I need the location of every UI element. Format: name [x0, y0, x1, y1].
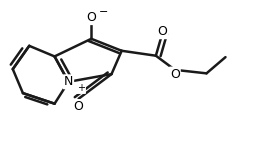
Text: O: O: [74, 100, 83, 113]
Text: O: O: [170, 68, 180, 81]
Text: O: O: [86, 11, 96, 24]
Text: −: −: [99, 7, 109, 17]
Text: N: N: [64, 75, 73, 88]
Text: +: +: [77, 83, 85, 93]
Text: O: O: [157, 25, 167, 38]
